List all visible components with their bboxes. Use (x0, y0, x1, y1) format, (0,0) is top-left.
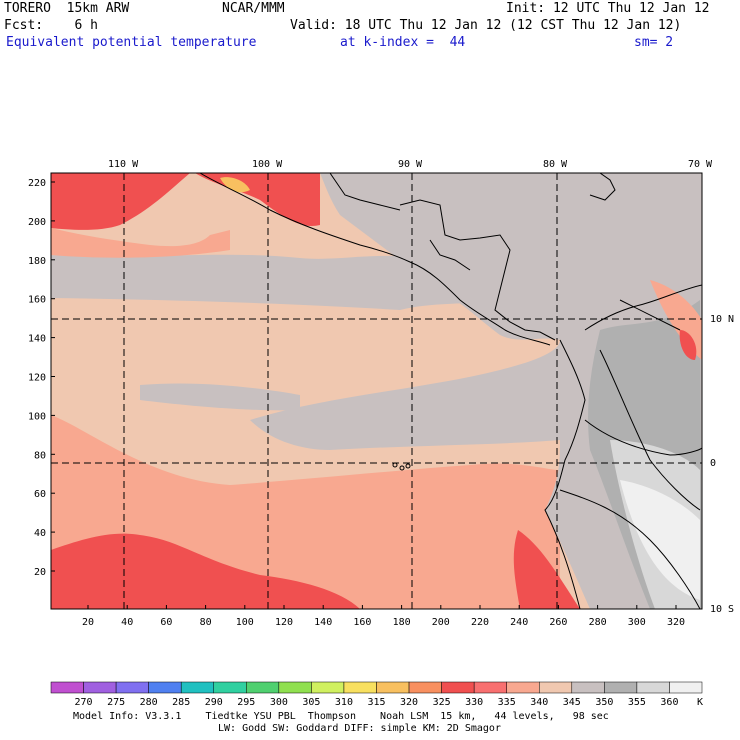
colorbar-swatch (376, 681, 410, 694)
x-tick-label: 80 (200, 617, 212, 628)
x-tick-label: 300 (628, 617, 646, 628)
y-tick-label: 100 (28, 411, 46, 422)
lon-label-70w: 70 W (688, 159, 713, 170)
colorbar-swatch (246, 681, 280, 694)
init-time: Init: 12 UTC Thu 12 Jan 12 (506, 1, 710, 16)
y-tick-label: 60 (34, 489, 46, 500)
colorbar-unit: K (697, 697, 703, 708)
y-tick-label: 220 (28, 178, 46, 189)
lon-label-80w: 80 W (543, 159, 568, 170)
x-tick-label: 240 (510, 617, 528, 628)
colorbar-label: 285 (172, 697, 190, 708)
colorbar-swatch (539, 681, 573, 694)
lon-label-110w: 110 W (108, 159, 139, 170)
x-tick-label: 320 (667, 617, 685, 628)
colorbar-swatch (636, 681, 670, 694)
colorbar-swatch (669, 681, 703, 694)
model-info-line2: LW: Godd SW: Goddard DIFF: simple KM: 2D… (218, 723, 501, 734)
x-tick-label: 120 (275, 617, 293, 628)
colorbar-label: 280 (140, 697, 158, 708)
lat-label-10n: 10 N (710, 314, 734, 325)
colorbar-label: 305 (302, 697, 320, 708)
colorbar-swatch (83, 681, 117, 694)
top-lon-labels: 110 W 100 W 90 W 80 W 70 W (108, 159, 713, 170)
colorbar-swatch (311, 681, 345, 694)
y-tick-label: 180 (28, 256, 46, 267)
colorbar-label: 325 (433, 697, 451, 708)
smoothing-label: sm= 2 (634, 35, 674, 50)
colorbar-swatch (506, 681, 540, 694)
colorbar-swatch (278, 681, 312, 694)
x-tick-label: 160 (353, 617, 371, 628)
bottom-x-ticks: 20 40 60 80 100 120 140 160 180 200 220 240 260 280 30… (82, 605, 685, 628)
lat-label-10s: 10 S (710, 604, 734, 615)
x-tick-label: 280 (589, 617, 607, 628)
x-tick-label: 220 (471, 617, 489, 628)
colorbar-label: 320 (400, 697, 418, 708)
y-tick-label: 80 (34, 450, 46, 461)
y-tick-label: 140 (28, 334, 46, 345)
colorbar-label: 310 (335, 697, 353, 708)
colorbar-labels: 270 275 280 285 290 295 300 305 310 315 320 325 330 3… (75, 697, 679, 708)
colorbar-label: 290 (205, 697, 223, 708)
lat-label-0: 0 (710, 458, 716, 469)
colorbar-swatch (180, 681, 214, 694)
level-label: at k-index = 44 (340, 35, 466, 50)
colorbar (50, 681, 703, 694)
colorbar-label: 350 (595, 697, 613, 708)
colorbar-swatch (473, 681, 507, 694)
model-info-line1: Model Info: V3.3.1 Tiedtke YSU PBL Thomp… (73, 711, 609, 722)
colorbar-swatch (441, 681, 475, 694)
colorbar-label: 355 (628, 697, 646, 708)
x-tick-label: 60 (160, 617, 172, 628)
coastlines (199, 173, 702, 609)
colorbar-label: 295 (237, 697, 255, 708)
colorbar-label: 335 (498, 697, 516, 708)
lon-label-90w: 90 W (398, 159, 423, 170)
forecast-hour: Fcst: 6 h (4, 18, 98, 33)
map-frame (50, 172, 703, 610)
x-tick-label: 140 (314, 617, 332, 628)
y-tick-label: 200 (28, 217, 46, 228)
x-tick-label: 180 (393, 617, 411, 628)
colorbar-swatch (50, 681, 84, 694)
political-borders (429, 239, 702, 609)
model-title: TORERO 15km ARW (4, 1, 130, 16)
colorbar-swatch (604, 681, 638, 694)
valid-time: Valid: 18 UTC Thu 12 Jan 12 (12 CST Thu … (290, 18, 682, 33)
x-tick-label: 40 (121, 617, 133, 628)
colorbar-swatch (148, 681, 182, 694)
colorbar-label: 345 (563, 697, 581, 708)
colorbar-label: 300 (270, 697, 288, 708)
x-tick-label: 100 (236, 617, 254, 628)
org-label: NCAR/MMM (222, 1, 285, 16)
y-tick-label: 40 (34, 528, 46, 539)
theta-e-field (51, 173, 702, 609)
colorbar-label: 315 (367, 697, 385, 708)
colorbar-swatch (115, 681, 149, 694)
field-name: Equivalent potential temperature (6, 35, 257, 50)
lon-label-100w: 100 W (252, 159, 283, 170)
colorbar-swatch (408, 681, 442, 694)
colorbar-swatch (213, 681, 247, 694)
colorbar-swatch (343, 681, 377, 694)
x-tick-label: 260 (549, 617, 567, 628)
x-tick-label: 20 (82, 617, 94, 628)
colorbar-label: 270 (75, 697, 93, 708)
y-tick-label: 20 (34, 567, 46, 578)
colorbar-label: 340 (530, 697, 548, 708)
colorbar-swatch (571, 681, 605, 694)
y-tick-label: 160 (28, 295, 46, 306)
colorbar-label: 275 (107, 697, 125, 708)
colorbar-label: 360 (660, 697, 678, 708)
x-tick-label: 200 (432, 617, 450, 628)
left-y-ticks: 220 200 180 160 140 120 100 80 60 40 20 (28, 178, 55, 578)
colorbar-label: 330 (465, 697, 483, 708)
right-lat-labels: 10 N 0 10 S (710, 314, 734, 615)
y-tick-label: 120 (28, 373, 46, 384)
